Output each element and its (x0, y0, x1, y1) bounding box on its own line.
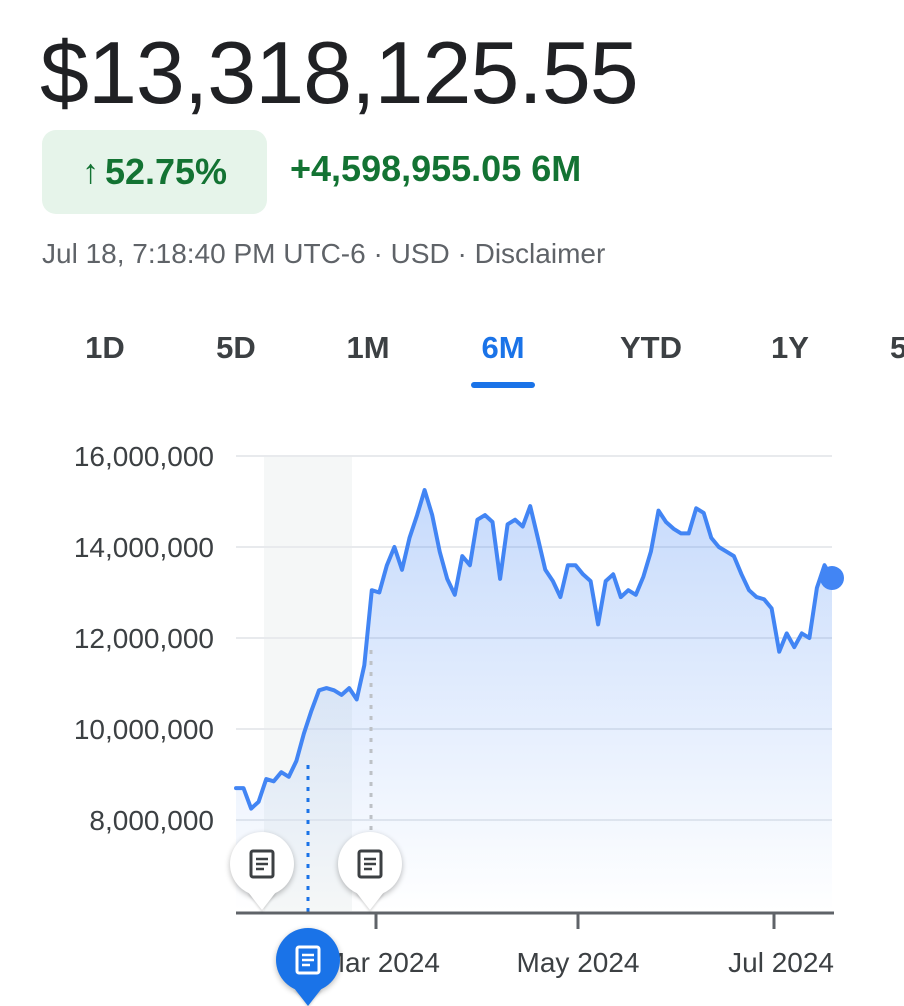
event-marker-selected[interactable] (276, 928, 340, 992)
tab-1d[interactable]: 1D (85, 330, 125, 365)
currency: USD (390, 238, 450, 269)
change-percent-badge: ↑ 52.75% (42, 130, 267, 214)
document-icon (249, 849, 275, 879)
x-tick-label: May 2024 (517, 947, 640, 978)
y-tick-label: 8,000,000 (89, 805, 214, 836)
current-point (820, 566, 844, 591)
area-fill (236, 490, 832, 911)
price-chart[interactable]: 16,000,000 14,000,000 12,000,000 10,000,000… (0, 420, 904, 996)
current-price: $13,318,125.55 (40, 23, 639, 122)
tab-ytd[interactable]: YTD (620, 330, 682, 365)
event-marker[interactable] (338, 832, 402, 896)
change-percent: 52.75% (104, 151, 228, 192)
separator: · (457, 238, 467, 269)
range-tabs: 1D 5D 1M 6M YTD 1Y 5 (0, 320, 904, 390)
y-tick-label: 12,000,000 (74, 623, 214, 654)
document-icon (295, 945, 321, 975)
chart-svg[interactable]: 16,000,000 14,000,000 12,000,000 10,000,000… (0, 420, 904, 996)
tab-6m[interactable]: 6M (466, 330, 540, 388)
y-tick-label: 10,000,000 (74, 714, 214, 745)
quote-meta: Jul 18, 7:18:40 PM UTC-6 · USD · Disclai… (42, 238, 605, 270)
change-absolute: +4,598,955.05 6M (290, 148, 582, 189)
x-tick-label: Mar 2024 (322, 947, 440, 978)
tab-1m[interactable]: 1M (346, 330, 390, 365)
disclaimer-link[interactable]: Disclaimer (474, 238, 606, 269)
y-tick-label: 14,000,000 (74, 532, 214, 563)
document-icon (357, 849, 383, 879)
event-marker[interactable] (230, 832, 294, 896)
arrow-up-icon: ↑ (81, 152, 99, 191)
x-tick-label: Jul 2024 (728, 947, 834, 978)
active-tab-indicator (471, 382, 535, 388)
timestamp: Jul 18, 7:18:40 PM UTC-6 (42, 238, 366, 269)
tab-5d[interactable]: 5D (216, 330, 256, 365)
y-tick-label: 16,000,000 (74, 441, 214, 472)
separator: · (373, 238, 383, 269)
price-line (234, 488, 834, 811)
tab-1y[interactable]: 1Y (771, 330, 809, 365)
tab-5y[interactable]: 5 (890, 330, 904, 365)
